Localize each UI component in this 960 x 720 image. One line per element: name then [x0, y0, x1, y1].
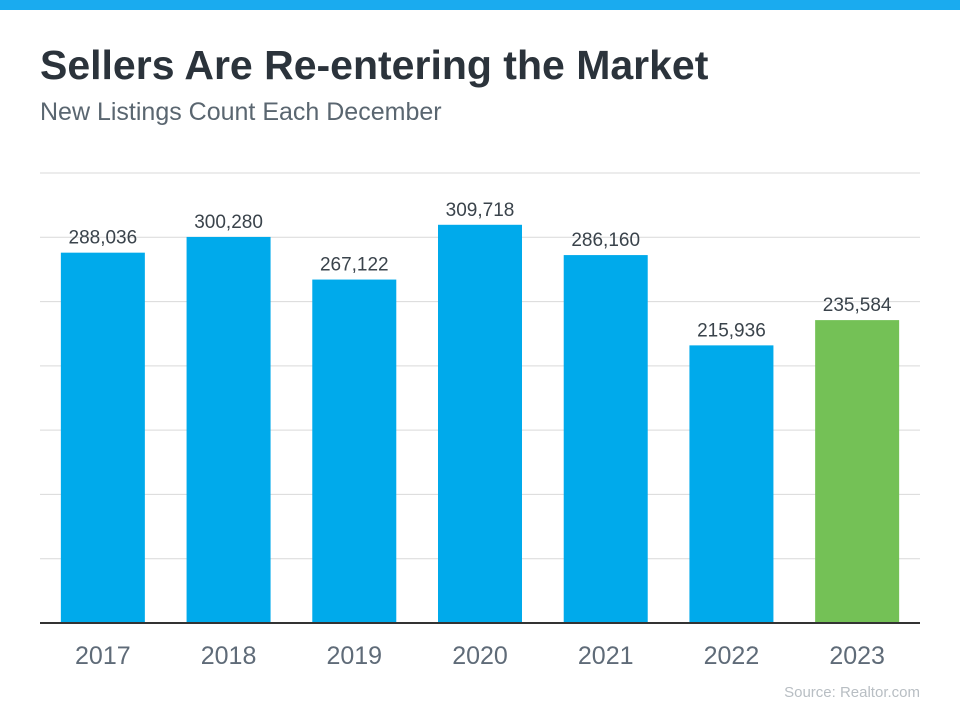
bar-2021: [563, 255, 648, 623]
data-label: 215,936: [697, 320, 766, 341]
bar-2018: [186, 236, 271, 623]
x-tick-label: 2018: [201, 642, 257, 670]
bar-2022: [689, 345, 774, 623]
chart-title: Sellers Are Re-entering the Market: [40, 42, 709, 88]
data-label: 235,584: [823, 295, 892, 316]
x-tick-label: 2023: [829, 642, 885, 670]
x-tick-label: 2021: [578, 642, 634, 670]
data-label: 286,160: [571, 230, 640, 251]
data-label: 267,122: [320, 255, 389, 276]
data-label: 309,718: [446, 200, 515, 221]
data-label: 288,036: [69, 228, 138, 249]
source-note: Source: Realtor.com: [784, 684, 920, 701]
chart-subtitle: New Listings Count Each December: [40, 98, 442, 126]
bar-2019: [312, 279, 397, 623]
top-accent-bar: [0, 0, 960, 10]
x-tick-label: 2017: [75, 642, 131, 670]
x-tick-label: 2022: [704, 642, 760, 670]
bar-2017: [60, 252, 145, 623]
x-tick-label: 2019: [326, 642, 382, 670]
bar-2023: [815, 320, 900, 623]
x-tick-label: 2020: [452, 642, 508, 670]
bar-2020: [438, 224, 522, 623]
data-label: 300,280: [194, 212, 263, 233]
